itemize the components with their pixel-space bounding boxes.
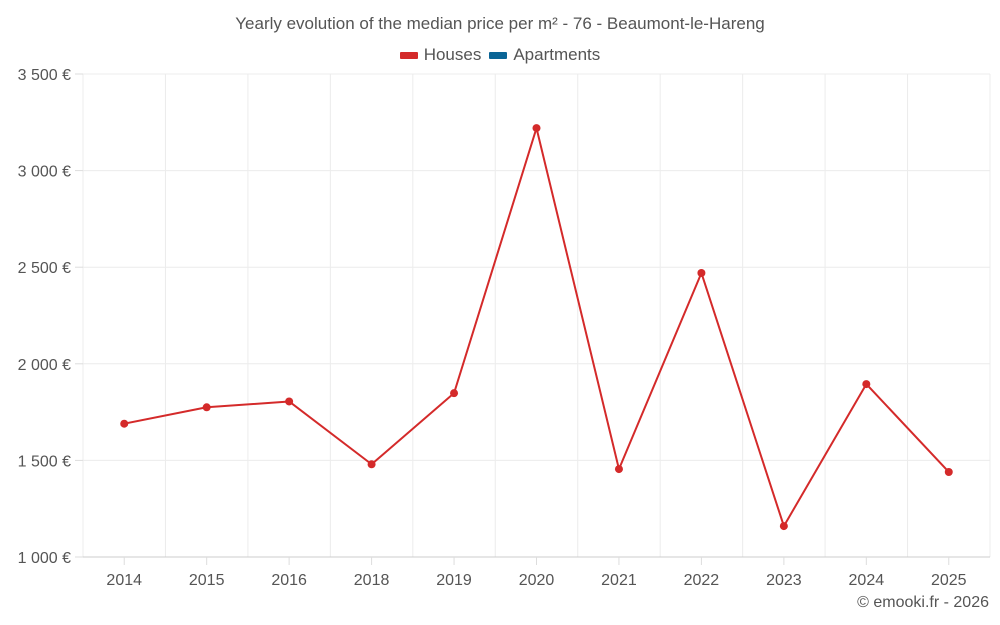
x-tick-label: 2025 [931,572,967,589]
legend-item-houses[interactable]: Houses [399,45,482,65]
data-point [697,268,706,277]
y-tick-label: 3 000 € [18,164,71,181]
x-tick-label: 2023 [766,572,802,589]
legend: Houses Apartments [0,45,1000,65]
data-point [614,465,623,474]
x-tick-label: 2014 [106,572,142,589]
chart-title: Yearly evolution of the median price per… [235,14,765,33]
data-point [532,124,541,133]
y-tick-label: 2 500 € [18,260,71,277]
y-tick-label: 1 500 € [18,453,71,470]
x-tick-label: 2016 [271,572,307,589]
y-tick-label: 3 500 € [18,67,71,84]
legend-swatch-houses [399,51,418,59]
data-point [779,522,788,531]
credit: © emooki.fr - 2026 [857,594,989,611]
data-point [285,397,294,406]
data-point [367,460,376,469]
x-tick-label: 2018 [354,572,390,589]
x-tick-label: 2015 [189,572,225,589]
x-tick-label: 2020 [519,572,555,589]
legend-item-apartments[interactable]: Apartments [489,45,600,65]
data-point [202,403,211,412]
legend-label-houses: Houses [423,45,482,64]
x-tick-label: 2019 [436,572,472,589]
y-tick-label: 1 000 € [18,550,71,567]
x-tick-label: 2024 [849,572,885,589]
y-tick-label: 2 000 € [18,357,71,374]
data-point [944,467,953,476]
data-point [450,389,459,398]
legend-swatch-apartments [489,51,508,59]
x-tick-label: 2021 [601,572,637,589]
data-point [862,380,871,389]
legend-label-apartments: Apartments [513,45,601,64]
data-point [120,419,129,428]
x-tick-label: 2022 [684,572,720,589]
